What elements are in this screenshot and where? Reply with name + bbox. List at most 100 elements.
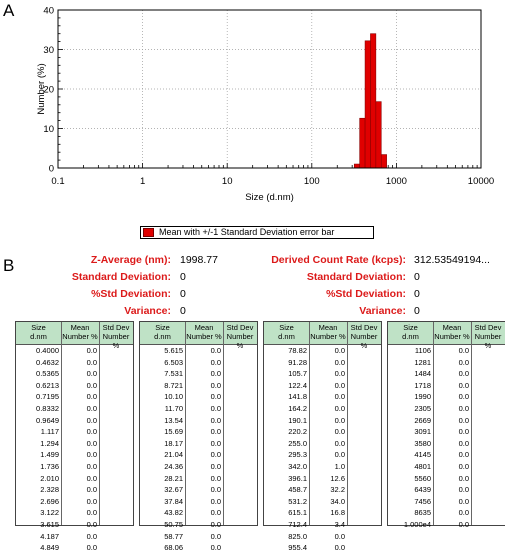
mean-number-cell: 0.0 bbox=[86, 357, 97, 367]
mean-number-cell: 0.0 bbox=[334, 450, 345, 460]
mean-number-cell: 0.0 bbox=[210, 543, 221, 553]
mean-column-header: Mean Number % bbox=[434, 323, 470, 341]
size-cell: 615.1 bbox=[288, 508, 307, 518]
stat-right-label: Standard Deviation: bbox=[306, 271, 406, 283]
size-cell: 825.0 bbox=[288, 531, 307, 541]
table-row: 2.328 0.0 bbox=[16, 484, 133, 496]
mean-number-cell: 0.0 bbox=[458, 380, 469, 390]
stat-right-label: Derived Count Rate (kcps): bbox=[271, 254, 406, 266]
x-tick-label: 0.1 bbox=[51, 176, 64, 187]
size-cell: 15.69 bbox=[164, 427, 183, 437]
stat-right-value: 0 bbox=[414, 305, 420, 317]
size-cell: 43.82 bbox=[164, 508, 183, 518]
table-row: 11.70 0.0 bbox=[140, 403, 257, 415]
table-row: 342.0 1.0 bbox=[264, 461, 381, 473]
mean-number-cell: 0.0 bbox=[458, 519, 469, 529]
size-cell: 3.615 bbox=[40, 519, 59, 529]
table-row: 4.849 0.0 bbox=[16, 542, 133, 554]
mean-number-cell: 0.0 bbox=[458, 403, 469, 413]
table-row: 955.4 0.0 bbox=[264, 542, 381, 554]
size-cell: 4.849 bbox=[40, 543, 59, 553]
size-cell: 4145 bbox=[414, 450, 431, 460]
table-row: 141.8 0.0 bbox=[264, 391, 381, 403]
mean-number-cell: 0.0 bbox=[210, 380, 221, 390]
table-row: 15.69 0.0 bbox=[140, 426, 257, 438]
mean-number-cell: 0.0 bbox=[86, 450, 97, 460]
mean-number-cell: 0.0 bbox=[86, 473, 97, 483]
table-row: 712.4 3.4 bbox=[264, 519, 381, 531]
table-row: 37.84 0.0 bbox=[140, 496, 257, 508]
mean-number-cell: 0.0 bbox=[210, 485, 221, 495]
size-cell: 7456 bbox=[414, 496, 431, 506]
size-cell: 2305 bbox=[414, 403, 431, 413]
table-row: 1484 0.0 bbox=[388, 368, 505, 380]
histogram-bar bbox=[353, 163, 360, 169]
table-row: 2669 0.0 bbox=[388, 415, 505, 427]
mean-number-cell: 0.0 bbox=[458, 450, 469, 460]
table-row: 396.1 12.6 bbox=[264, 473, 381, 485]
mean-number-cell: 0.0 bbox=[86, 403, 97, 413]
size-cell: 28.21 bbox=[164, 473, 183, 483]
table-row: 78.82 0.0 bbox=[264, 345, 381, 357]
mean-number-cell: 0.0 bbox=[458, 346, 469, 355]
mean-number-cell: 0.0 bbox=[86, 427, 97, 437]
size-cell: 396.1 bbox=[288, 473, 307, 483]
mean-number-cell: 0.0 bbox=[334, 392, 345, 402]
mean-number-cell: 0.0 bbox=[334, 531, 345, 541]
size-cell: 1.117 bbox=[40, 427, 59, 437]
size-cell: 531.2 bbox=[288, 496, 307, 506]
size-cell: 7.531 bbox=[164, 369, 183, 379]
table-row: 3091 0.0 bbox=[388, 426, 505, 438]
table-row: 1.000e4 0.0 bbox=[388, 519, 505, 531]
size-cell: 712.4 bbox=[288, 519, 307, 529]
table-row: 1718 0.0 bbox=[388, 380, 505, 392]
size-cell: 3580 bbox=[414, 438, 431, 448]
table-row: 105.7 0.0 bbox=[264, 368, 381, 380]
mean-number-cell: 0.0 bbox=[334, 357, 345, 367]
table-row: 0.6213 0.0 bbox=[16, 380, 133, 392]
table-body: 0.4000 0.0 0.4632 0.0 0.5365 0.0 0.6213 0.0 0.71… bbox=[16, 345, 133, 554]
mean-number-cell: 0.0 bbox=[458, 415, 469, 425]
table-row: 1.736 0.0 bbox=[16, 461, 133, 473]
size-cell: 37.84 bbox=[164, 496, 183, 506]
table-row: 1990 0.0 bbox=[388, 391, 505, 403]
size-cell: 2.010 bbox=[40, 473, 59, 483]
size-cell: 295.3 bbox=[288, 450, 307, 460]
size-cell: 1718 bbox=[414, 380, 431, 390]
size-cell: 1990 bbox=[414, 392, 431, 402]
table-row: 7.531 0.0 bbox=[140, 368, 257, 380]
size-cell: 1106 bbox=[414, 346, 431, 355]
mean-number-cell: 32.2 bbox=[330, 485, 345, 495]
histogram-bar bbox=[380, 154, 387, 169]
mean-number-cell: 0.0 bbox=[334, 380, 345, 390]
table-row: 825.0 0.0 bbox=[264, 531, 381, 543]
size-cell: 68.06 bbox=[164, 543, 183, 553]
histogram-bar bbox=[375, 101, 382, 169]
size-cell: 8635 bbox=[414, 508, 431, 518]
size-cell: 3.122 bbox=[40, 508, 59, 518]
mean-number-cell: 0.0 bbox=[334, 403, 345, 413]
y-tick-label: 40 bbox=[43, 6, 54, 17]
stat-right-value: 0 bbox=[414, 271, 420, 283]
size-cell: 2.328 bbox=[40, 485, 59, 495]
table-row: 0.4632 0.0 bbox=[16, 357, 133, 369]
mean-number-cell: 0.0 bbox=[86, 369, 97, 379]
mean-number-cell: 1.0 bbox=[334, 461, 345, 471]
size-cell: 342.0 bbox=[288, 461, 307, 471]
histogram-bar bbox=[359, 117, 366, 169]
mean-number-cell: 0.0 bbox=[334, 346, 345, 355]
size-cell: 1.000e4 bbox=[403, 519, 431, 529]
table-row: 190.1 0.0 bbox=[264, 415, 381, 427]
stat-left-label: Standard Deviation: bbox=[71, 271, 171, 283]
mean-number-cell: 0.0 bbox=[210, 415, 221, 425]
std-dev-column-header: Std Dev Number % bbox=[350, 323, 378, 350]
table-row: 164.2 0.0 bbox=[264, 403, 381, 415]
table-row: 6.503 0.0 bbox=[140, 357, 257, 369]
panel-a-label: A bbox=[3, 1, 15, 20]
size-cell: 58.77 bbox=[164, 531, 183, 541]
mean-number-cell: 0.0 bbox=[210, 392, 221, 402]
table-row: 4.187 0.0 bbox=[16, 531, 133, 543]
size-table: Size d.nm Mean Number % Std Dev Number % 0.400… bbox=[15, 321, 134, 552]
size-cell: 5.615 bbox=[164, 346, 183, 355]
mean-number-cell: 0.0 bbox=[334, 427, 345, 437]
